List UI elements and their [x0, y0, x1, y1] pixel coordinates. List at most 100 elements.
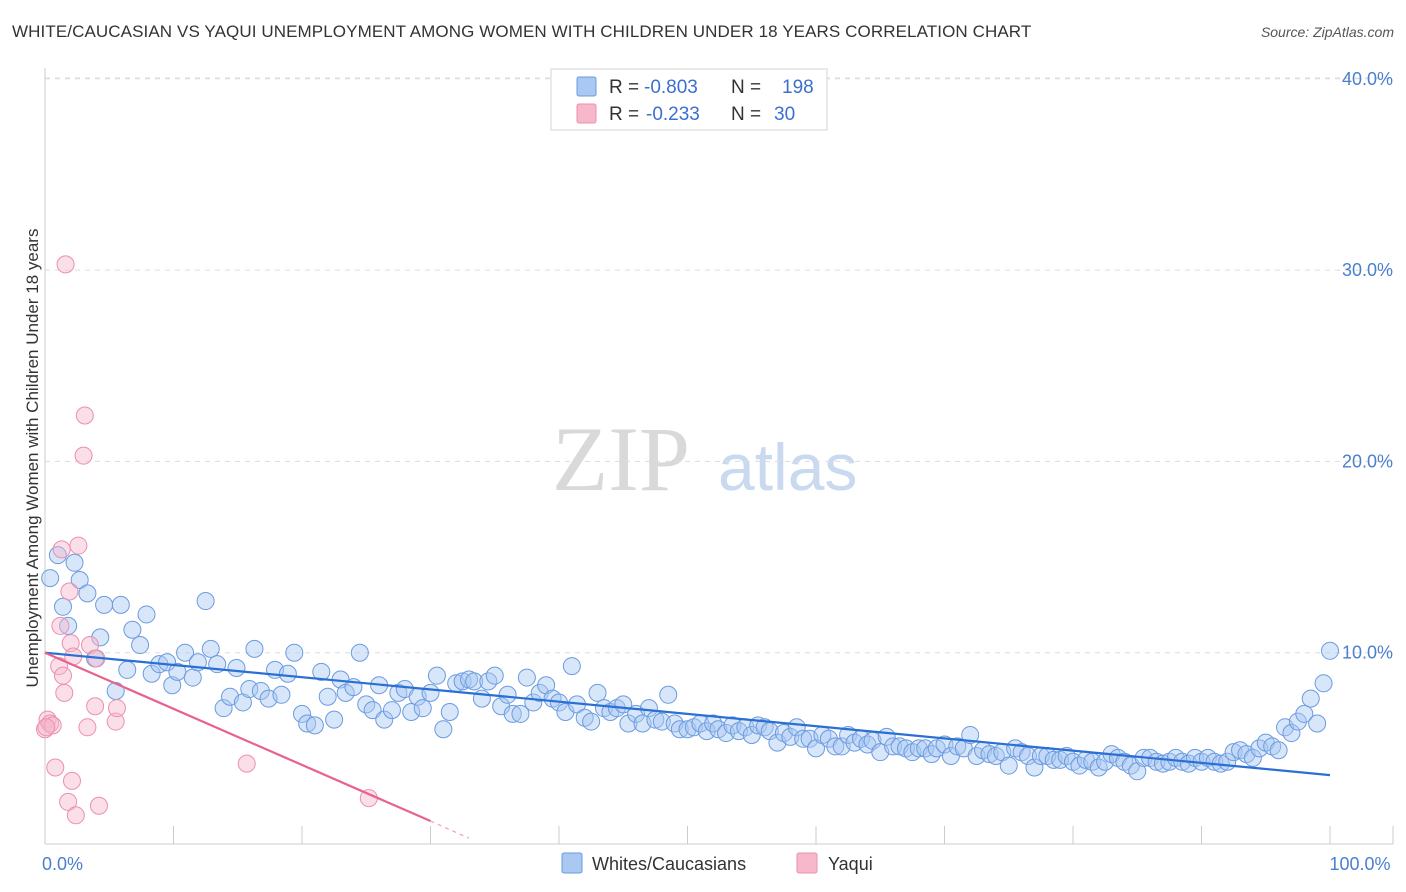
whites-point [245, 639, 264, 658]
whites-point [1314, 674, 1333, 693]
whites-point [1282, 724, 1301, 743]
whites-point [503, 704, 522, 723]
whites-point [794, 729, 813, 748]
yaqui-point [61, 634, 80, 653]
y-tick-label: 40.0% [1342, 69, 1393, 89]
whites-point [298, 714, 317, 733]
legend-r-value-1: -0.803 [644, 77, 698, 98]
whites-point [704, 714, 723, 733]
whites-point [227, 659, 246, 678]
whites-point [440, 703, 459, 722]
whites-point [1025, 758, 1044, 777]
whites-point [78, 584, 97, 603]
legend-n-label-1: N = [731, 77, 761, 98]
whites-point [517, 668, 536, 687]
watermark-zip: ZIP [552, 408, 690, 510]
whites-point [95, 595, 114, 614]
whites-point [1205, 752, 1224, 771]
yaqui-point [74, 446, 93, 465]
whites-point [318, 687, 337, 706]
whites-point [240, 680, 259, 699]
whites-point [1321, 641, 1339, 660]
legend-r-value-2: -0.233 [646, 104, 700, 125]
y-tick-label: 20.0% [1342, 451, 1393, 471]
series-swatch-yaqui [796, 852, 818, 874]
whites-point [582, 712, 601, 731]
x-tick-label: 0.0% [42, 854, 83, 874]
yaqui-point [43, 716, 62, 735]
whites-point [1295, 704, 1314, 723]
whites-point [402, 703, 421, 722]
whites-point [305, 716, 324, 735]
whites-point [41, 569, 60, 588]
whites-point [1308, 714, 1327, 733]
whites-point [325, 710, 344, 729]
yaqui-point [52, 540, 71, 559]
whites-point [118, 660, 137, 679]
whites-point [285, 643, 304, 662]
whites-point [999, 756, 1018, 775]
whites-point [948, 737, 967, 756]
legend-n-label-2: N = [731, 104, 761, 125]
yaqui-point [86, 697, 105, 716]
whites-point [485, 666, 504, 685]
y-tick-label: 30.0% [1342, 260, 1393, 280]
whites-point [421, 683, 440, 702]
whites-point [465, 672, 484, 691]
whites-point [1243, 748, 1262, 767]
whites-point [427, 666, 446, 685]
whites-point [176, 643, 195, 662]
legend-n-value-1: 198 [782, 77, 814, 98]
series-label-yaqui: Yaqui [828, 854, 873, 874]
yaqui-point [51, 616, 70, 635]
series-label-whites: Whites/Caucasians [592, 854, 746, 874]
legend-r-label-1: R = [609, 77, 639, 98]
whites-point [272, 685, 291, 704]
whites-point [1019, 747, 1038, 766]
whites-point [639, 699, 658, 718]
whites-point [1288, 712, 1307, 731]
watermark-atlas: atlas [718, 430, 857, 504]
whites-point [382, 701, 401, 720]
yaqui-point [46, 758, 65, 777]
y-axis-title: Unemployment Among Women with Children U… [23, 229, 42, 688]
whites-point [375, 710, 394, 729]
data-points [36, 255, 1339, 825]
whites-point [201, 639, 220, 658]
whites-point [278, 664, 297, 683]
whites-point [588, 683, 607, 702]
x-tick-label: 100.0% [1329, 854, 1390, 874]
yaqui-point [106, 712, 125, 731]
trend-lines [44, 651, 1331, 839]
whites-point [123, 620, 142, 639]
yaqui-point [53, 666, 72, 685]
yaqui-point [69, 536, 88, 555]
whites-point [961, 725, 980, 744]
whites-point [922, 745, 941, 764]
source-credit: Source: ZipAtlas.com [1260, 24, 1394, 40]
whites-point [659, 685, 678, 704]
whites-point [91, 628, 110, 647]
yaqui-point [62, 771, 81, 790]
tick-labels: 10.0% 20.0% 30.0% 40.0% 0.0% 100.0% [42, 69, 1393, 874]
whites-point [363, 701, 382, 720]
whites-point [826, 737, 845, 756]
whites-point [562, 657, 581, 676]
whites-point [65, 553, 84, 572]
yaqui-point [89, 796, 108, 815]
chart-title: WHITE/CAUCASIAN VS YAQUI UNEMPLOYMENT AM… [12, 22, 1032, 41]
axes [44, 68, 1394, 845]
yaqui-trend-line [44, 651, 431, 823]
whites-point [1269, 741, 1288, 760]
legend-r-label-2: R = [609, 104, 639, 125]
yaqui-point [237, 754, 256, 773]
yaqui-point [107, 699, 126, 718]
whites-point [293, 704, 311, 723]
yaqui-point [75, 406, 94, 425]
legend-n-value-2: 30 [774, 104, 795, 125]
whites-trend-line [44, 651, 1331, 777]
yaqui-point [60, 582, 79, 601]
whites-point [183, 668, 202, 687]
series-legend: Whites/Caucasians Yaqui [561, 852, 873, 874]
